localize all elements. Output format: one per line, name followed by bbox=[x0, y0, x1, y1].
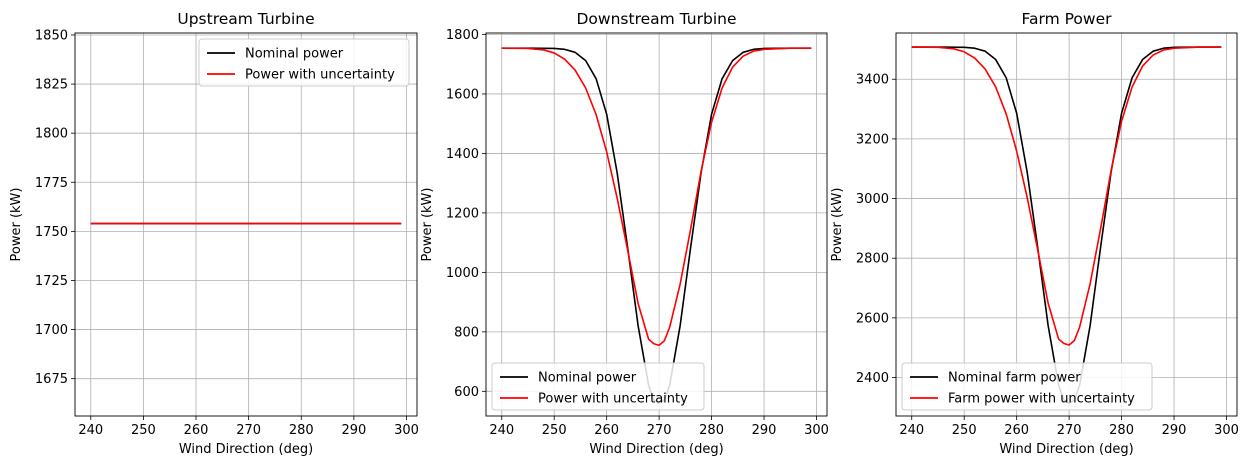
axes-frame bbox=[895, 32, 1238, 417]
x-tick-label: 280 bbox=[289, 423, 314, 438]
legend-entry-label: Farm power with uncertainty bbox=[948, 392, 1135, 407]
x-tick-label: 270 bbox=[1057, 423, 1082, 438]
x-tick-label: 300 bbox=[394, 423, 419, 438]
legend: Nominal farm power Farm power with uncert… bbox=[901, 362, 1153, 411]
x-tick-label: 250 bbox=[542, 423, 567, 438]
x-tick-label: 260 bbox=[594, 423, 619, 438]
x-tick-label: 240 bbox=[899, 423, 924, 438]
axes-frame bbox=[485, 32, 828, 417]
y-tick-label: 600 bbox=[454, 385, 479, 400]
legend-entry-label: Nominal power bbox=[245, 47, 344, 62]
y-tick-label: 3000 bbox=[856, 192, 889, 207]
y-tick-label: 1775 bbox=[35, 176, 68, 191]
series-line-nominal bbox=[501, 47, 812, 405]
legend-entry-label: Nominal power bbox=[538, 371, 637, 386]
x-tick-label: 250 bbox=[131, 423, 156, 438]
x-tick-label: 270 bbox=[236, 423, 261, 438]
y-tick-label: 1800 bbox=[446, 28, 479, 43]
x-axis-label: Wind Direction (deg) bbox=[999, 442, 1133, 457]
legend-entry-label: Power with uncertainty bbox=[245, 68, 395, 83]
x-tick-label: 280 bbox=[699, 423, 724, 438]
x-axis-label: Wind Direction (deg) bbox=[589, 442, 723, 457]
x-tick-label: 240 bbox=[489, 423, 514, 438]
legend: Nominal power Power with uncertainty bbox=[198, 38, 410, 87]
legend-box bbox=[198, 38, 410, 87]
x-tick-label: 300 bbox=[804, 423, 829, 438]
y-tick-label: 3400 bbox=[856, 73, 889, 88]
y-tick-label: 1800 bbox=[35, 127, 68, 142]
y-tick-label: 1000 bbox=[446, 266, 479, 281]
subplot-2: 240 250 260 270 280 290 300 600 800 1000 1200 1400 1… bbox=[420, 10, 829, 457]
x-tick-label: 290 bbox=[341, 423, 366, 438]
y-tick-label: 1700 bbox=[35, 323, 68, 338]
series-line-uncertainty bbox=[911, 46, 1222, 346]
y-tick-label: 3200 bbox=[856, 132, 889, 147]
y-tick-label: 1600 bbox=[446, 87, 479, 102]
chart-title: Upstream Turbine bbox=[177, 10, 314, 28]
y-tick-label: 1850 bbox=[35, 28, 68, 43]
series-line-uncertainty bbox=[501, 47, 812, 347]
x-tick-label: 290 bbox=[1162, 423, 1187, 438]
y-axis-label: Power (kW) bbox=[420, 188, 435, 262]
y-tick-label: 1675 bbox=[35, 372, 68, 387]
x-tick-label: 250 bbox=[952, 423, 977, 438]
y-tick-label: 1400 bbox=[446, 147, 479, 162]
chart-title: Downstream Turbine bbox=[577, 10, 737, 28]
x-tick-label: 240 bbox=[78, 423, 103, 438]
legend-box bbox=[901, 362, 1153, 411]
y-tick-label: 2600 bbox=[856, 311, 889, 326]
y-tick-label: 1200 bbox=[446, 206, 479, 221]
x-tick-label: 300 bbox=[1214, 423, 1239, 438]
y-tick-label: 1750 bbox=[35, 225, 68, 240]
x-tick-label: 280 bbox=[1109, 423, 1134, 438]
axes-frame bbox=[74, 32, 418, 417]
y-axis-label: Power (kW) bbox=[9, 188, 24, 262]
y-tick-label: 2400 bbox=[856, 371, 889, 386]
x-tick-label: 270 bbox=[647, 423, 672, 438]
y-axis-label: Power (kW) bbox=[830, 188, 845, 262]
subplot-1: 240 250 260 270 280 290 300 1675 1700 1725 1750 177… bbox=[9, 10, 419, 457]
x-tick-label: 260 bbox=[184, 423, 209, 438]
y-tick-label: 2800 bbox=[856, 252, 889, 267]
y-tick-label: 1825 bbox=[35, 78, 68, 93]
chart-title: Farm Power bbox=[1022, 10, 1113, 28]
legend-entry-label: Nominal farm power bbox=[948, 371, 1081, 386]
legend: Nominal power Power with uncertainty bbox=[491, 362, 705, 411]
x-tick-label: 290 bbox=[752, 423, 777, 438]
y-tick-label: 800 bbox=[454, 325, 479, 340]
x-tick-label: 260 bbox=[1004, 423, 1029, 438]
y-tick-label: 1725 bbox=[35, 274, 68, 289]
subplot-3: 240 250 260 270 280 290 300 2400 2600 2800 3000 320… bbox=[830, 10, 1239, 457]
legend-entry-label: Power with uncertainty bbox=[538, 392, 688, 407]
x-axis-label: Wind Direction (deg) bbox=[179, 442, 313, 457]
series-line-nominal bbox=[911, 46, 1222, 404]
legend-box bbox=[491, 362, 705, 411]
